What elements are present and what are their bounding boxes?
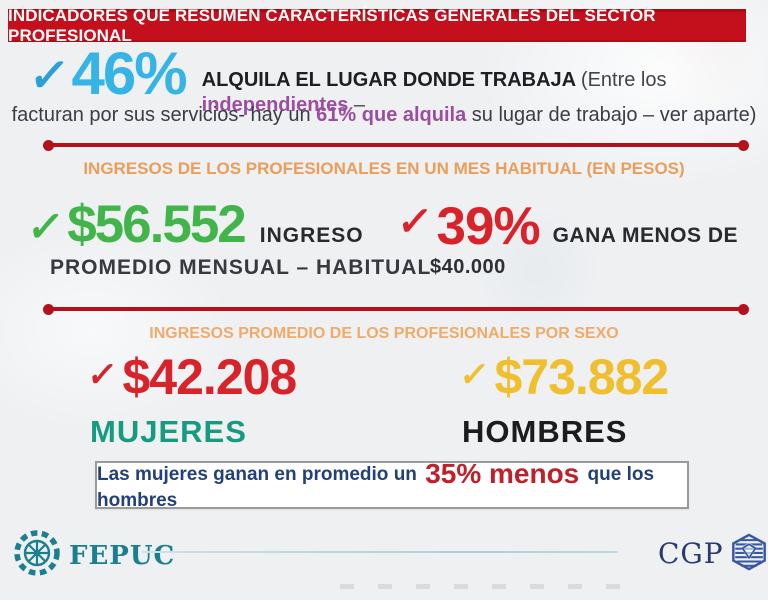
- women-income-value: $42.208: [122, 349, 298, 405]
- rent-line2-start: facturan por sus servicios- hay un: [11, 104, 317, 126]
- rent-paren-start: (Entre los: [580, 69, 667, 91]
- cgp-logo: CGP: [658, 531, 768, 576]
- check-icon: ✓: [26, 49, 73, 101]
- men-income-block: ✓ $73.882 HOMBRES: [457, 349, 670, 450]
- cgp-hexagon-icon: [730, 533, 768, 576]
- gender-gap-note-box: Las mujeres ganan en promedio un 35% men…: [95, 458, 689, 512]
- rent-description: ALQUILA EL LUGAR DONDE TRABAJA (Entre lo…: [202, 68, 750, 118]
- divider-endpoint-icon: [738, 303, 749, 315]
- title-banner: INDICADORES QUE RESUMEN CARACTERÍSTICAS …: [8, 6, 746, 45]
- rent-line2-highlight: 61% que alquila: [316, 104, 467, 126]
- divider-endpoint-icon: [43, 303, 54, 315]
- page-title: INDICADORES QUE RESUMEN CARACTERÍSTICAS …: [8, 5, 656, 45]
- men-income-value: $73.882: [494, 349, 670, 405]
- section-divider: [43, 139, 749, 151]
- income-section-heading: INGRESOS DE LOS PROFESIONALES EN UN MES …: [83, 159, 685, 178]
- men-income-row: ✓ $73.882: [457, 349, 670, 405]
- rent-independents-highlight: independientes: [201, 94, 349, 116]
- fepuc-logo: FEPUC: [12, 527, 175, 584]
- note-end: que los hombres: [97, 464, 655, 511]
- gender-gap-note: Las mujeres ganan en promedio un 35% men…: [97, 458, 687, 512]
- rent-description-line2: facturan por sus servicios- hay un 61% q…: [0, 104, 768, 127]
- note-start: Las mujeres ganan en promedio un: [97, 464, 423, 485]
- women-income-row: ✓ $42.208: [85, 349, 298, 405]
- below-threshold-block: ✓ 39% GANA MENOS DE: [394, 197, 738, 256]
- average-income-label-line2: PROMEDIO MENSUAL – HABITUAL: [50, 256, 432, 279]
- fepuc-wheel-icon: [12, 527, 62, 584]
- women-label: MUJERES: [90, 414, 247, 449]
- footer-divider-line: [142, 551, 618, 553]
- average-income-block: ✓ $56.552 INGRESO: [24, 195, 364, 254]
- men-label: HOMBRES: [462, 414, 628, 449]
- check-icon: ✓: [394, 200, 435, 244]
- cgp-logo-text: CGP: [658, 537, 724, 570]
- average-income-value: $56.552: [67, 195, 247, 254]
- check-icon: ✓: [457, 356, 492, 394]
- rent-line2-end: su lugar de trabajo – ver aparte): [466, 104, 757, 126]
- check-icon: ✓: [85, 356, 120, 394]
- rent-dash: –: [348, 94, 366, 116]
- below-threshold-amount: $40.000: [430, 256, 506, 278]
- note-highlight: 35% menos: [425, 458, 580, 489]
- below-threshold-label: GANA MENOS DE: [552, 224, 738, 247]
- rent-headline: ALQUILA EL LUGAR DONDE TRABAJA: [201, 69, 581, 91]
- average-income-label: INGRESO: [259, 224, 364, 247]
- divider-endpoint-icon: [43, 139, 54, 151]
- section-divider: [43, 303, 749, 315]
- below-threshold-percentage: 39%: [436, 197, 541, 256]
- by-sex-section-heading: INGRESOS PROMEDIO DE LOS PROFESIONALES P…: [149, 325, 619, 342]
- divider-endpoint-icon: [738, 139, 749, 151]
- rent-stat-block: ✓ 46% ALQUILA EL LUGAR DONDE TRABAJA (En…: [26, 40, 750, 118]
- check-icon: ✓: [24, 203, 67, 250]
- fepuc-logo-text: FEPUC: [69, 540, 176, 571]
- women-income-block: ✓ $42.208 MUJERES: [85, 349, 298, 450]
- rent-percentage: 46%: [71, 40, 188, 107]
- cropped-caption-remnant: [340, 584, 620, 589]
